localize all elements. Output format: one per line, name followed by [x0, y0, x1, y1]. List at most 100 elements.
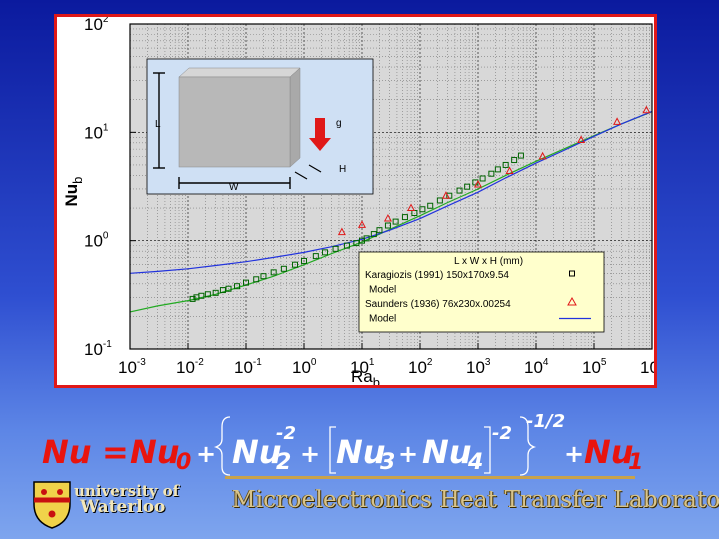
data-point-square	[401, 214, 408, 221]
data-point-triangle	[441, 191, 450, 199]
data-point-square	[243, 279, 249, 286]
legend-triangle-icon	[567, 296, 577, 306]
data-point-square	[332, 245, 339, 252]
data-point-square	[253, 276, 260, 283]
legend-entry-label: Model	[369, 285, 396, 296]
formula-plus-3: +	[398, 440, 418, 468]
model-curve	[129, 111, 653, 313]
nusselt-formula: Nu = Nu 0 + Nu 2 -2 + Nu 3 + Nu 4 -2 -1/…	[42, 411, 643, 476]
box-top-face	[178, 67, 301, 78]
legend-square-icon	[569, 270, 575, 277]
legend-entry-label: Karagiozis (1991) 150x170x9.54	[365, 270, 509, 281]
lab-title: Microelectronics Heat Transfer Laborator…	[232, 487, 719, 513]
data-point-square	[260, 273, 267, 280]
x-tick-label: 100	[292, 357, 317, 377]
axis-labels: Rab Nub	[62, 177, 380, 385]
x-tick-label: 104	[524, 357, 549, 377]
data-point-triangle	[337, 227, 346, 236]
y-axis-label: Nub	[62, 177, 85, 207]
legend-header: L x W x H (mm)	[454, 256, 523, 267]
dim-line-H	[294, 171, 308, 180]
data-point-square	[517, 152, 524, 159]
data-point-square	[427, 202, 434, 209]
data-points	[189, 105, 651, 302]
data-point-square	[301, 257, 307, 264]
model-curve	[129, 110, 653, 274]
data-point-square	[456, 187, 463, 194]
formula-nu3: Nu	[336, 433, 386, 471]
legend-entry-label: Saunders (1936) 76x230x.00254	[365, 299, 511, 310]
university-name-line1: university of	[74, 482, 180, 500]
formula-plus-4: +	[564, 440, 584, 468]
crest-lion-icon	[41, 489, 47, 495]
data-point-triangle	[577, 135, 586, 143]
data-point-square	[436, 197, 443, 204]
formula-bracket-exp: -2	[492, 423, 512, 444]
y-tick-label: 10-1	[84, 339, 112, 359]
x-tick-label: 103	[466, 357, 491, 377]
university-name-line2: Waterloo	[80, 497, 166, 517]
x-tick-label: 105	[582, 357, 607, 377]
tick-labels: 10-3 10-2 10-1 100 101 102 103 104 105 106 10-1 100…	[84, 17, 654, 377]
data-point-square	[479, 175, 486, 182]
x-tick-label: 106	[640, 357, 654, 377]
x-axis-label: Rab	[351, 367, 380, 385]
data-point-square	[392, 218, 399, 225]
formula-nu2-sub: 2	[276, 450, 291, 475]
data-point-triangle	[642, 105, 651, 114]
formula-plus-2: +	[300, 440, 320, 468]
brace-left	[213, 416, 231, 476]
formula-nu2-exp: -2	[276, 423, 296, 444]
formula-equals: =	[102, 433, 129, 471]
formula-nu3-sub: 3	[380, 450, 395, 475]
data-point-square	[488, 170, 495, 177]
data-point-square	[353, 240, 360, 247]
data-point-triangle	[473, 179, 483, 188]
data-point-square	[234, 283, 241, 290]
formula-nu1: Nu	[584, 433, 634, 471]
formula-nu1-sub: 1	[628, 450, 643, 475]
data-point-square	[511, 157, 518, 164]
data-point-square	[363, 235, 370, 242]
x-tick-label: 10-2	[176, 357, 204, 377]
gravity-arrow-icon	[315, 118, 325, 140]
data-point-square	[312, 253, 319, 260]
label-L: L	[155, 119, 161, 130]
formula-plus-1: +	[196, 440, 216, 468]
formula-nu4-sub: 4	[467, 450, 483, 475]
formula-lhs: Nu	[42, 433, 92, 471]
label-W: W	[229, 182, 239, 193]
data-point-square	[198, 292, 205, 299]
plot-border	[129, 23, 653, 350]
data-point-square	[376, 227, 383, 234]
label-H: H	[339, 164, 346, 175]
x-tick-label: 101	[350, 357, 375, 377]
crest-lion-icon	[57, 489, 63, 495]
x-tick-label: 102	[408, 357, 433, 377]
data-point-square	[321, 249, 328, 256]
data-point-square	[472, 179, 479, 186]
x-tick-label: 10-1	[234, 357, 262, 377]
bracket-left	[329, 426, 336, 474]
data-point-square	[370, 231, 377, 238]
brace-right	[519, 416, 537, 476]
data-point-square	[419, 206, 426, 213]
box-front-face	[178, 76, 291, 168]
data-point-triangle	[383, 213, 392, 222]
y-tick-label: 102	[84, 17, 109, 34]
data-point-triangle	[505, 166, 514, 174]
formula-nu0-sub: 0	[176, 450, 191, 475]
data-point-square	[343, 242, 350, 249]
data-point-triangle	[406, 203, 416, 212]
dim-line-H	[308, 164, 322, 173]
data-point-triangle	[613, 117, 622, 125]
data-point-square	[212, 289, 219, 296]
data-point-square	[502, 161, 509, 168]
bracket-right	[484, 426, 491, 474]
crest-shield-icon	[33, 481, 71, 529]
data-point-square	[494, 166, 501, 173]
formula-nu0: Nu	[130, 433, 180, 471]
legend: L x W x H (mm) Karagiozis (1991) 150x170x…	[358, 251, 605, 333]
